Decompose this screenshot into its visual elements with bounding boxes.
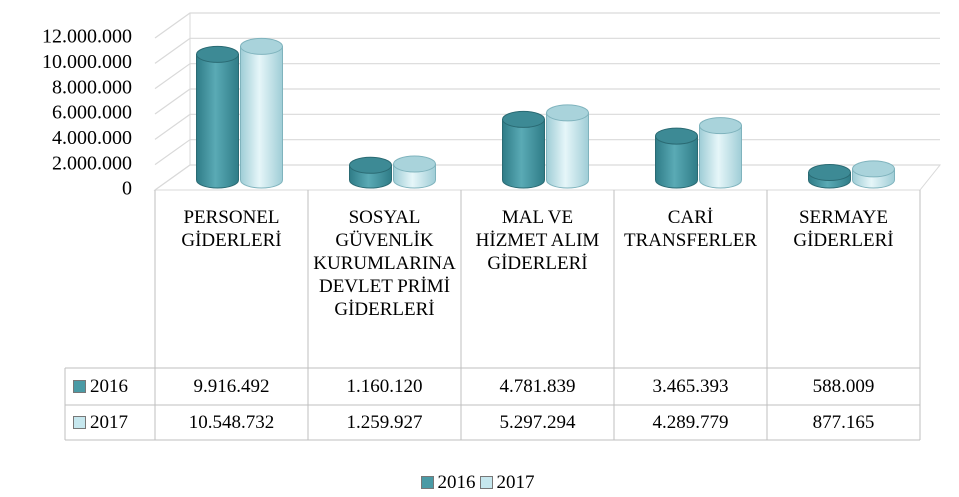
bar-top: [808, 164, 851, 182]
value-label: 3.465.393: [652, 376, 729, 397]
legend-item: 2017: [479, 472, 535, 493]
bar-top: [655, 127, 698, 145]
legend-label: 2016: [437, 472, 476, 493]
legend-label: 2016: [90, 376, 128, 397]
category-label: MAL VE HİZMET ALIM GİDERLERİ: [475, 207, 600, 274]
bar-top: [502, 110, 545, 128]
y-tick-label: 0: [122, 178, 132, 200]
value-label: 1.160.120: [346, 376, 423, 397]
legend-swatch: [73, 416, 86, 429]
grid-line: [154, 12, 940, 39]
bar: [240, 45, 283, 189]
y-tick-label: 8.000.000: [52, 76, 132, 98]
legend-swatch: [420, 476, 434, 489]
category-label: SOSYAL GÜVENLİK KURUMLARINA DEVLET PRİMİ…: [313, 207, 456, 320]
legend: 2016 2017: [0, 471, 959, 494]
category-label: CARİ TRANSFERLER: [623, 207, 758, 251]
value-label: 1.259.927: [346, 412, 423, 433]
y-tick-label: 2.000.000: [52, 152, 132, 174]
value-label: 10.548.732: [188, 412, 275, 433]
bar-top: [349, 156, 392, 174]
legend-swatch: [479, 476, 493, 489]
bar-top: [196, 45, 239, 63]
category-label: PERSONEL GİDERLERİ: [181, 207, 282, 251]
bar-top: [699, 117, 742, 135]
y-tick-label: 6.000.000: [52, 102, 132, 124]
legend-key: 2016: [65, 375, 155, 398]
y-tick-label: 12.000.000: [42, 26, 132, 48]
legend-label: 2017: [90, 412, 128, 433]
floor: [153, 164, 942, 191]
bar: [546, 112, 589, 189]
value-label: 588.009: [812, 376, 875, 397]
value-label: 4.289.779: [652, 412, 729, 433]
bar: [196, 53, 239, 189]
legend-swatch: [73, 380, 86, 393]
y-tick-label: 4.000.000: [52, 127, 132, 149]
bar-top: [546, 104, 589, 122]
value-label: 5.297.294: [499, 412, 576, 433]
bar: [699, 125, 742, 189]
bar: [502, 118, 545, 189]
legend-item: 2016: [420, 472, 476, 493]
category-label: SERMAYE GİDERLERİ: [793, 207, 894, 251]
bar-top: [240, 37, 283, 55]
value-label: 4.781.839: [499, 376, 576, 397]
value-label: 9.916.492: [193, 376, 270, 397]
bar: [655, 135, 698, 189]
legend-key: 2017: [65, 411, 155, 434]
bar-top: [852, 160, 895, 178]
legend-label: 2017: [496, 472, 535, 493]
bar-top: [393, 155, 436, 173]
value-label: 877.165: [812, 412, 875, 433]
y-tick-label: 10.000.000: [42, 51, 132, 73]
